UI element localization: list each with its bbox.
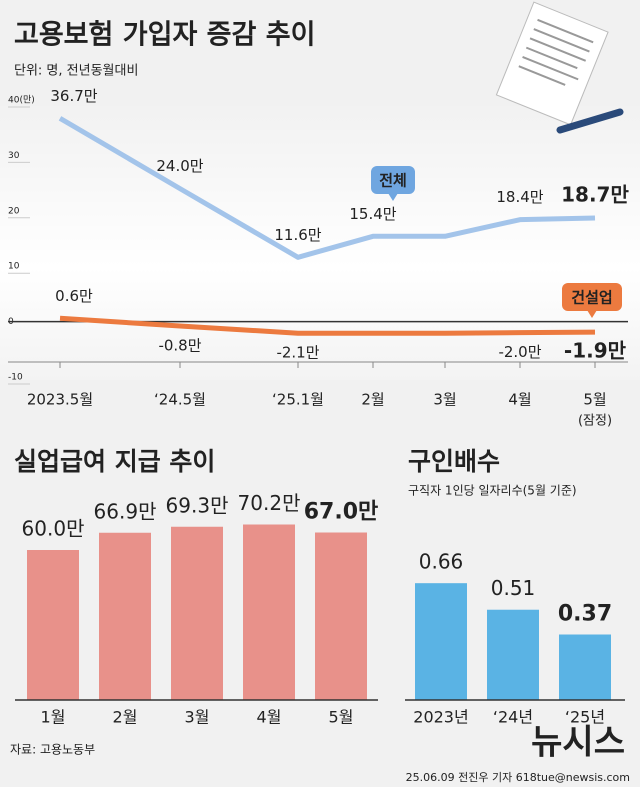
y-tick-label: 40(만) (8, 95, 35, 106)
x-tick-label: 3월 (433, 391, 456, 409)
value-label: 70.2만 (238, 491, 301, 515)
bar (315, 532, 367, 700)
value-label: 0.66 (419, 550, 464, 574)
x-tick-label: 4월 (508, 391, 531, 409)
chart-title: 실업급여 지급 추이 (14, 447, 215, 476)
x-tick-label: ‘25년 (565, 708, 605, 727)
bar (27, 550, 79, 700)
y-tick-label: 20 (8, 206, 20, 216)
legend-pointer (587, 310, 597, 318)
value-label: 60.0만 (22, 517, 85, 541)
credit: 25.06.09 전진우 기자 618tue@newsis.com (406, 771, 630, 784)
y-tick-label: 10 (8, 262, 20, 272)
bar (171, 526, 223, 700)
chart-title: 구인배수 (408, 447, 500, 476)
value-label: 0.51 (491, 576, 536, 600)
legend-box (371, 166, 415, 194)
x-tick-label: 5월 (329, 708, 354, 727)
series-line (58, 116, 596, 260)
x-tick-label: ‘24.5월 (154, 391, 206, 409)
bar (559, 634, 611, 700)
series-line (59, 315, 596, 336)
value-label: -2.1만 (276, 344, 319, 362)
value-label: 67.0만 (304, 500, 379, 525)
value-label: 15.4만 (349, 205, 396, 223)
value-label: 0.37 (558, 602, 612, 627)
x-tick-label: ‘24년 (493, 708, 533, 727)
bar (415, 583, 467, 700)
x-tick-label: 1월 (41, 708, 66, 727)
value-label: 11.6만 (274, 226, 321, 244)
pen-icon (556, 108, 624, 134)
x-tick-label: 2023년 (413, 708, 468, 727)
value-label: 66.9만 (94, 499, 157, 523)
value-label: 69.3만 (166, 493, 229, 517)
value-label: 18.7만 (561, 183, 629, 207)
legend-label: 전체 (379, 172, 407, 190)
y-tick-label: 30 (8, 151, 20, 161)
x-tick-label: ‘25.1월 (272, 391, 324, 409)
value-label: -1.9만 (564, 339, 627, 363)
x-tick-label: 5월 (583, 391, 606, 409)
value-label: -2.0만 (498, 343, 541, 361)
logo: 뉴시스 (531, 723, 625, 763)
x-note: (잠정) (578, 414, 612, 429)
chart-title: 고용보험 가입자 증감 추이 (14, 20, 315, 51)
bar (99, 532, 151, 700)
chart-subtitle: 단위: 명, 전년동월대비 (14, 64, 138, 79)
document-icon (495, 1, 609, 126)
x-tick-label: 2월 (113, 708, 138, 727)
value-label: 36.7만 (50, 87, 97, 105)
bar (243, 524, 295, 700)
value-label: 18.4만 (496, 188, 543, 206)
value-label: -0.8만 (158, 337, 201, 355)
value-label: 24.0만 (156, 157, 203, 175)
value-label: 0.6만 (55, 287, 93, 305)
x-tick-label: 2월 (361, 391, 384, 409)
chart-subtitle: 구직자 1인당 일자리수(5월 기준) (408, 484, 577, 498)
x-tick-label: 4월 (257, 708, 282, 727)
x-tick-label: 2023.5월 (27, 391, 93, 409)
legend-box (562, 283, 622, 311)
x-tick-label: 3월 (185, 708, 210, 727)
legend-label: 건설업 (571, 289, 612, 307)
legend-pointer (388, 193, 398, 201)
bar (487, 609, 539, 700)
source: 자료: 고용노동부 (10, 743, 95, 757)
y-tick-label: -10 (8, 373, 23, 383)
